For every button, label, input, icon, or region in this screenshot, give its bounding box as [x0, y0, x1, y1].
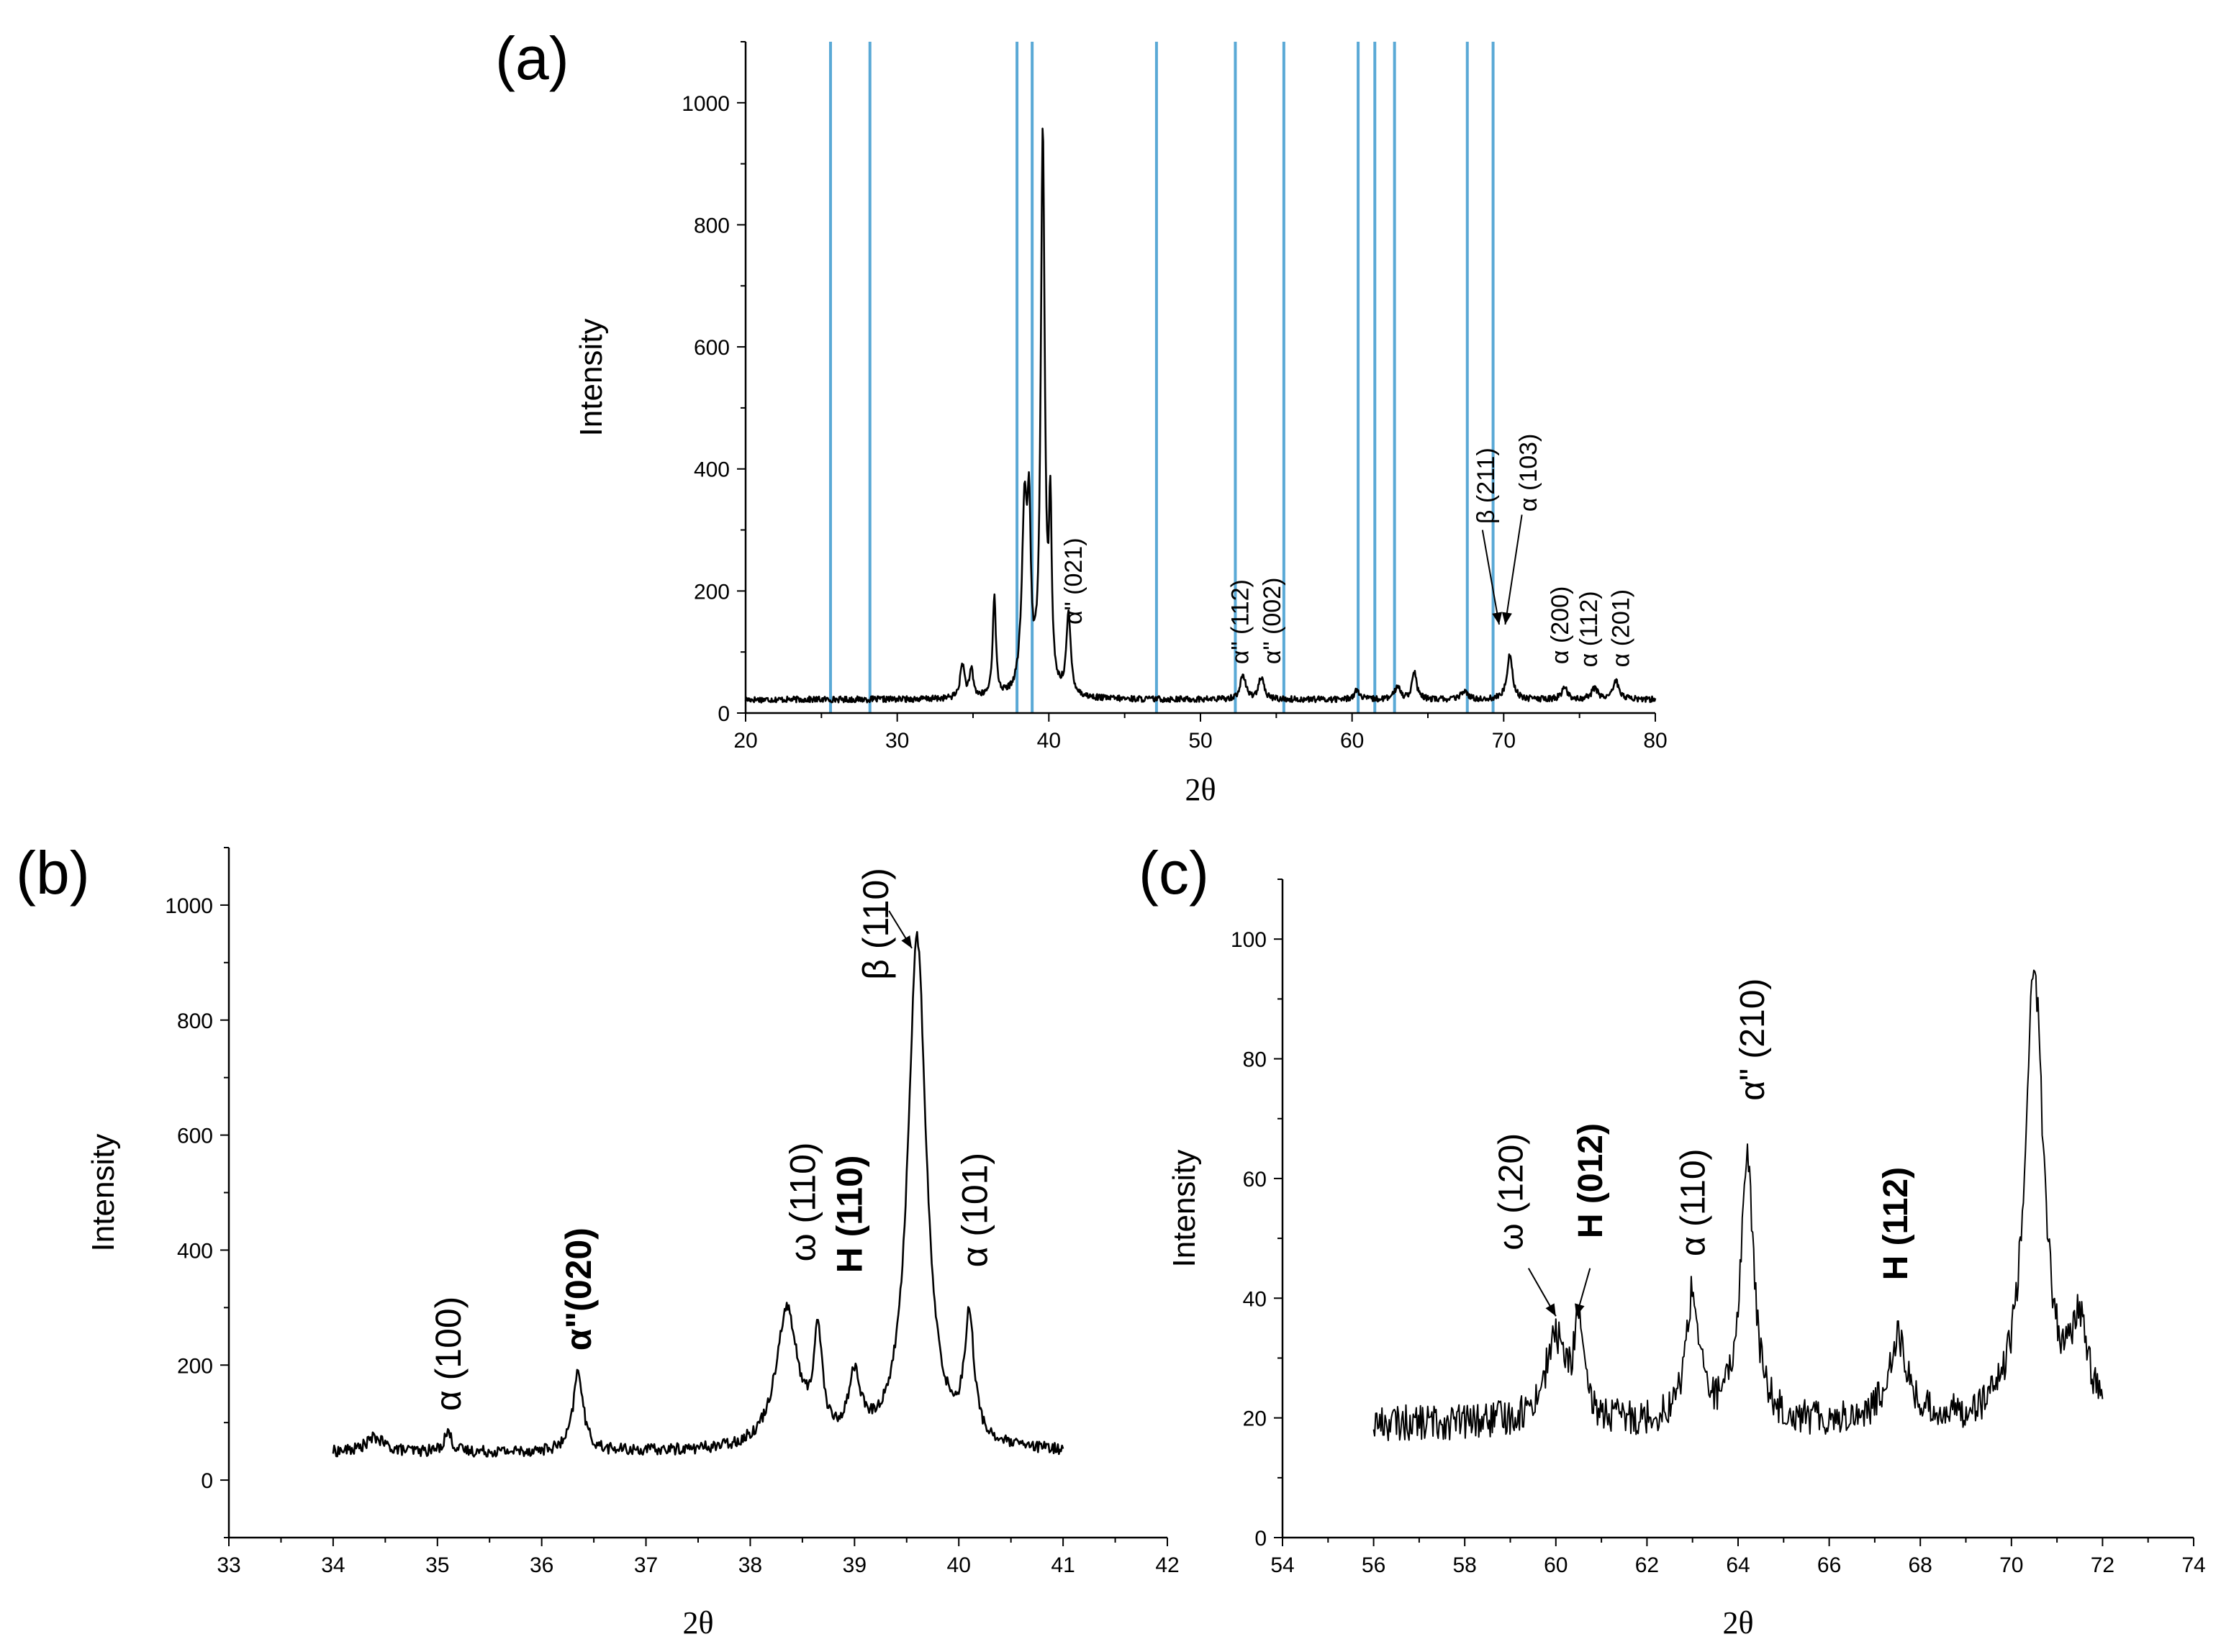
x-tick-label: 70	[1999, 1553, 2023, 1577]
x-tick-label: 80	[1643, 729, 1667, 753]
y-tick-label: 400	[177, 1239, 213, 1263]
annotation-arrow	[1504, 514, 1523, 625]
arrow-head	[1545, 1303, 1556, 1317]
y-tick-label: 20	[1243, 1407, 1267, 1431]
peak-annotation: α (112)	[1575, 591, 1603, 667]
peak-annotation: ω (120)	[1492, 1133, 1530, 1251]
x-tick-label: 64	[1726, 1553, 1750, 1577]
xrd-trace	[332, 931, 1064, 1458]
y-tick-label: 200	[694, 580, 730, 604]
y-tick-label: 0	[718, 702, 730, 726]
x-tick-label: 70	[1492, 729, 1516, 753]
peak-annotation: H (110)	[830, 1155, 870, 1273]
x-tick-label: 34	[321, 1553, 345, 1577]
y-tick-label: 800	[694, 214, 730, 237]
y-tick-label: 0	[201, 1469, 213, 1493]
peak-annotation: H (112)	[1877, 1167, 1915, 1280]
x-tick-label: 50	[1188, 729, 1212, 753]
arrow-head	[1492, 612, 1503, 625]
x-tick-label: 38	[738, 1553, 762, 1577]
x-tick-label: 41	[1051, 1553, 1075, 1577]
x-tick-label: 74	[2181, 1553, 2205, 1577]
panel-a: (a)20 30 40 50 60 70 80020040060080010002θInte…	[495, 24, 1668, 807]
peak-annotation: ω (110)	[782, 1142, 823, 1261]
x-tick-label: 33	[217, 1553, 240, 1577]
panel-c: (c) 54 56 58 60 62 64 66 68 70 72 74 0 20 40 60 80 100 2θ I…	[1139, 839, 2206, 1640]
peak-annotation: α"(020)	[558, 1227, 599, 1351]
x-tick-label: 68	[1909, 1553, 1932, 1577]
peak-annotation: α" (112)	[1227, 579, 1254, 664]
x-tick-label: 30	[885, 729, 909, 753]
y-tick-label: 200	[177, 1354, 213, 1378]
x-tick-label: 40	[1037, 729, 1061, 753]
x-tick-label: 60	[1340, 729, 1364, 753]
peak-annotation: α" (002)	[1259, 578, 1286, 665]
y-axis-title: Intensity	[1167, 1150, 1202, 1268]
y-tick-label: 1000	[682, 92, 730, 116]
y-tick-label: 40	[1243, 1287, 1267, 1311]
x-tick-label: 66	[1817, 1553, 1841, 1577]
panel-label: (c)	[1139, 839, 1209, 907]
x-tick-label: 36	[530, 1553, 553, 1577]
peak-annotation: H (012)	[1572, 1123, 1610, 1238]
xrd-trace	[744, 127, 1657, 704]
annotation-arrow	[1481, 530, 1500, 625]
peak-annotation: α (103)	[1515, 434, 1542, 512]
peak-annotation: α (200)	[1547, 586, 1574, 664]
y-tick-label: 80	[1243, 1048, 1267, 1072]
arrow-head	[1575, 1303, 1585, 1317]
y-axis-title: Intensity	[86, 1134, 121, 1252]
x-tick-label: 40	[947, 1553, 971, 1577]
x-tick-label: 42	[1155, 1553, 1179, 1577]
y-axis-title: Intensity	[574, 319, 609, 437]
y-tick-label: 600	[177, 1125, 213, 1148]
x-axis-title: 2θ	[1185, 772, 1216, 807]
peak-annotation: α" (021)	[1060, 537, 1087, 625]
y-tick-label: 60	[1243, 1168, 1267, 1192]
x-tick-label: 60	[1544, 1553, 1568, 1577]
peak-annotation: β (110)	[856, 868, 896, 980]
x-tick-label: 20	[733, 729, 757, 753]
panel-label: (a)	[495, 24, 569, 92]
y-tick-label: 0	[1254, 1527, 1267, 1551]
x-tick-label: 37	[634, 1553, 658, 1577]
peak-annotation: α (100)	[428, 1297, 469, 1412]
y-tick-label: 800	[177, 1009, 213, 1033]
x-tick-label: 58	[1453, 1553, 1477, 1577]
arrow-head	[901, 935, 913, 948]
x-tick-label: 54	[1270, 1553, 1294, 1577]
x-tick-label: 72	[2091, 1553, 2114, 1577]
xrd-trace	[1372, 969, 2104, 1441]
x-axis-title: 2θ	[1722, 1605, 1753, 1640]
peak-annotation: α (101)	[954, 1153, 995, 1268]
peak-annotation: α (110)	[1675, 1148, 1713, 1256]
y-tick-label: 600	[694, 336, 730, 360]
y-tick-label: 400	[694, 458, 730, 482]
y-tick-label: 100	[1231, 928, 1267, 952]
x-tick-label: 39	[843, 1553, 867, 1577]
x-tick-label: 35	[425, 1553, 449, 1577]
y-tick-label: 1000	[165, 894, 213, 918]
arrow-head	[1501, 612, 1512, 625]
x-tick-label: 62	[1635, 1553, 1659, 1577]
peak-annotation: α" (210)	[1734, 979, 1772, 1101]
x-axis-title: 2θ	[682, 1605, 713, 1640]
panel-b: (b) 33 34 35 36 37 38 39 40 41 42 0 200 400 600 800 1000…	[16, 839, 1180, 1640]
panel-label: (b)	[16, 839, 90, 907]
peak-annotation: α (201)	[1607, 589, 1634, 667]
x-tick-label: 56	[1362, 1553, 1385, 1577]
peak-annotation: β (211)	[1473, 448, 1500, 524]
